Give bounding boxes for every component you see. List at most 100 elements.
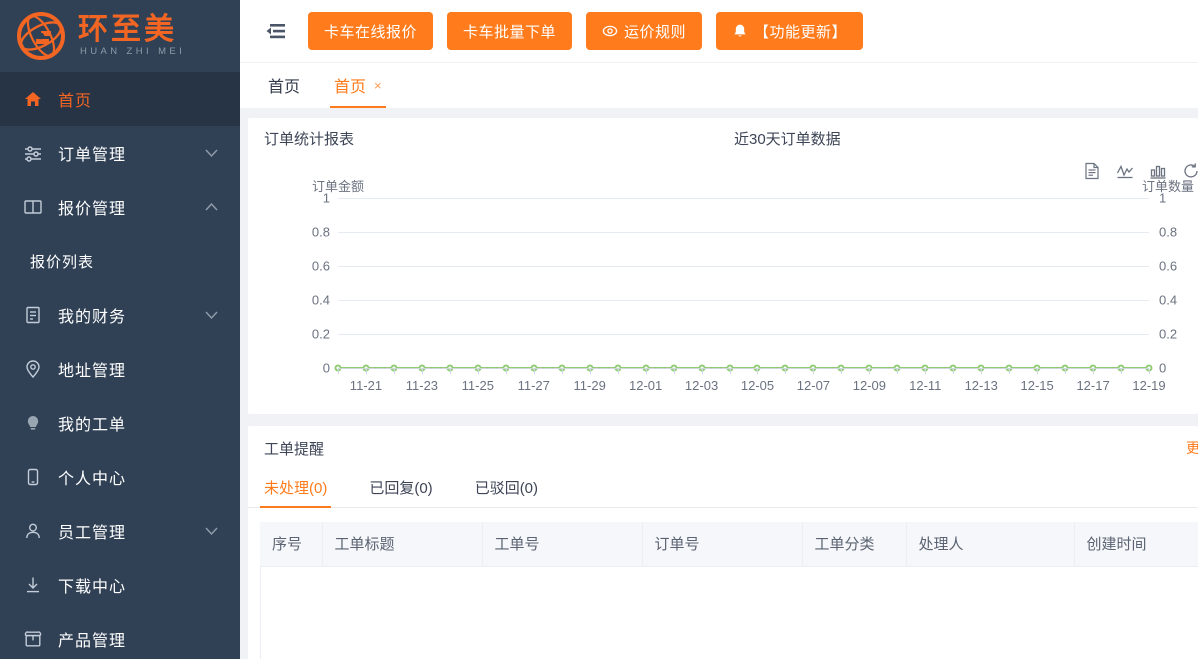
gridline xyxy=(338,266,1149,267)
sidebar-item-label-quote-management: 报价管理 xyxy=(58,201,127,218)
chart-gridlines xyxy=(248,160,1198,410)
truck-online-quote-label: 卡车在线报价 xyxy=(324,23,418,41)
work-order-tab-rejected[interactable]: 已驳回(0) xyxy=(471,477,542,508)
user-icon xyxy=(22,520,44,542)
tab-home-static-label: 首页 xyxy=(268,79,301,96)
book-icon xyxy=(22,196,44,218)
location-pin-icon xyxy=(22,358,44,380)
x-tick-label: 11-21 xyxy=(349,378,383,393)
sidebar-item-label-my-finance: 我的财务 xyxy=(58,309,127,326)
x-tick-mark xyxy=(1121,369,1123,374)
work-order-tab-unprocessed[interactable]: 未处理(0) xyxy=(260,477,332,508)
x-tick-mark xyxy=(449,369,451,374)
content-area: 订单统计报表 近30天订单数据 xyxy=(240,108,1198,659)
refresh-icon[interactable] xyxy=(1182,162,1198,182)
top-toolbar: 卡车在线报价 卡车批量下单 运价规则 xyxy=(240,0,1198,62)
sidebar-item-quote-management[interactable]: 报价管理 xyxy=(0,180,240,234)
x-tick-mark xyxy=(645,369,647,374)
work-order-tabs: 未处理(0) 已回复(0) 已驳回(0) xyxy=(248,468,1198,508)
collapse-menu-icon[interactable] xyxy=(264,20,286,42)
sidebar-item-download-center[interactable]: 下载中心 xyxy=(0,558,240,612)
feature-update-label: 【功能更新】 xyxy=(754,23,848,41)
work-order-header: 工单提醒 更多 xyxy=(248,426,1198,468)
line-chart-icon[interactable] xyxy=(1116,162,1136,182)
x-tick-label: 12-17 xyxy=(1076,378,1110,393)
x-tick-mark xyxy=(393,369,395,374)
chart-header: 订单统计报表 近30天订单数据 xyxy=(248,118,1198,180)
y-tick-label: 0.4 xyxy=(311,292,330,308)
close-icon[interactable]: × xyxy=(374,77,382,93)
work-order-col-header-5: 处理人 xyxy=(906,522,1075,567)
lightbulb-icon xyxy=(22,412,44,434)
sidebar-item-home[interactable]: 首页 xyxy=(0,72,240,126)
sidebar-item-label-order-management: 订单管理 xyxy=(58,147,127,164)
chevron-down-icon[interactable] xyxy=(200,311,222,320)
y-tick-label: 0.8 xyxy=(311,224,330,240)
work-order-col-header-0: 序号 xyxy=(260,522,323,567)
order-statistics-card: 订单统计报表 近30天订单数据 xyxy=(248,118,1198,414)
work-order-table-body xyxy=(260,566,1198,659)
x-tick-label: 11-29 xyxy=(573,378,606,393)
sidebar-item-personal-center[interactable]: 个人中心 xyxy=(0,450,240,504)
truck-batch-order-button[interactable]: 卡车批量下单 xyxy=(447,12,573,50)
brand-text: 环至美 HUAN ZHI MEI xyxy=(78,14,185,58)
x-tick-mark xyxy=(617,369,619,374)
work-order-table: 序号 工单标题 工单号 订单号 工单分类 处理人 创建时间 xyxy=(260,522,1198,567)
x-tick-mark xyxy=(1149,369,1150,374)
order-chart-plot: 订单金额 订单数量 1 0.8 0.6 0.4 0.2 0 1 0.8 0.6 0.4 0.2 0 … xyxy=(248,160,1198,410)
x-tick-mark xyxy=(729,369,731,374)
x-tick-label: 12-05 xyxy=(740,378,775,393)
tab-home-active[interactable]: 首页 × xyxy=(330,64,386,108)
work-order-more-link[interactable]: 更多 xyxy=(1186,440,1198,456)
x-tick-mark xyxy=(589,369,591,374)
x-tick-label: 12-13 xyxy=(964,378,998,393)
x-tick-mark xyxy=(897,369,899,374)
work-order-tab-unprocessed-label: 未处理(0) xyxy=(264,480,328,497)
chart-y-axis-label: 订单金额 xyxy=(312,179,365,194)
sidebar-item-order-management[interactable]: 订单管理 xyxy=(0,126,240,180)
chevron-down-icon[interactable] xyxy=(200,527,222,536)
x-tick-mark xyxy=(813,369,815,374)
sidebar-item-staff-management[interactable]: 员工管理 xyxy=(0,504,240,558)
data-view-icon[interactable] xyxy=(1083,162,1103,182)
x-tick-mark xyxy=(421,369,423,374)
freight-rules-button[interactable]: 运价规则 xyxy=(586,12,703,50)
sidebar-subitem-quote-list[interactable]: 报价列表 xyxy=(0,234,240,288)
sidebar-item-address-management[interactable]: 地址管理 xyxy=(0,342,240,396)
x-tick-mark xyxy=(1093,369,1095,374)
main-area: 卡车在线报价 卡车批量下单 运价规则 xyxy=(240,0,1198,659)
chevron-down-icon[interactable] xyxy=(200,149,222,158)
download-icon xyxy=(22,574,44,596)
chevron-up-icon[interactable] xyxy=(200,202,222,212)
x-tick-mark xyxy=(477,369,479,374)
sidebar-item-my-work-orders[interactable]: 我的工单 xyxy=(0,396,240,450)
x-tick-label: 12-11 xyxy=(909,378,942,393)
truck-online-quote-button[interactable]: 卡车在线报价 xyxy=(308,12,434,50)
x-axis-line xyxy=(338,368,1149,369)
work-order-tab-rejected-label: 已驳回(0) xyxy=(474,480,539,497)
x-tick-mark xyxy=(785,369,787,374)
sidebar-item-my-finance[interactable]: 我的财务 xyxy=(0,288,240,342)
x-tick-mark xyxy=(365,369,367,374)
brand-logo[interactable]: 环至美 HUAN ZHI MEI xyxy=(0,0,240,72)
sidebar-item-product-management[interactable]: 产品管理 xyxy=(0,612,240,659)
tab-home-static[interactable]: 首页 xyxy=(264,64,304,108)
x-tick-mark xyxy=(869,369,871,374)
freight-rules-label: 运价规则 xyxy=(624,23,687,41)
x-tick-mark xyxy=(1009,369,1011,374)
feature-update-button[interactable]: 【功能更新】 xyxy=(716,12,864,50)
bar-chart-icon[interactable] xyxy=(1149,162,1169,182)
work-order-tab-replied[interactable]: 已回复(0) xyxy=(365,477,436,508)
x-tick-mark xyxy=(533,369,535,374)
tab-home-active-label: 首页 xyxy=(334,79,367,96)
y-tick-label: 1 xyxy=(322,190,330,206)
x-tick-label: 11-23 xyxy=(405,378,439,393)
y2-tick-label: 0 xyxy=(1159,360,1167,376)
mobile-icon xyxy=(22,466,44,488)
chart-subtitle: 近30天订单数据 xyxy=(734,131,841,148)
box-icon xyxy=(22,628,44,650)
chart-toolbox xyxy=(1083,162,1198,182)
x-tick-mark xyxy=(1065,369,1067,374)
x-tick-label: 12-09 xyxy=(852,378,886,393)
